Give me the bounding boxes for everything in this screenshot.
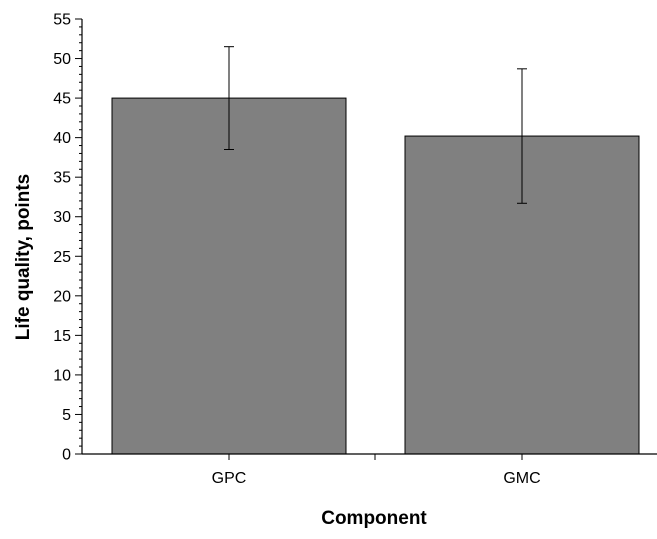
y-tick-label: 50 bbox=[53, 51, 71, 68]
tick-labels-group: GPC GMC 0 5 10 15 20 25 30 35 40 45 50 55 bbox=[53, 12, 540, 488]
y-tick-label: 20 bbox=[53, 288, 71, 305]
error-bar-gpc bbox=[224, 46, 234, 150]
error-bar-gmc bbox=[517, 68, 527, 204]
error-bars-group bbox=[224, 46, 527, 204]
y-tick-label: 5 bbox=[62, 407, 71, 424]
y-tick-label: 45 bbox=[53, 91, 71, 108]
bars-group bbox=[111, 97, 640, 455]
y-tick-label: 40 bbox=[53, 130, 71, 147]
y-tick-label: 25 bbox=[53, 249, 71, 266]
y-tick-label: 35 bbox=[53, 170, 71, 187]
x-axis-label: Component bbox=[321, 508, 427, 529]
bar-gpc bbox=[111, 97, 347, 455]
y-tick-label: 15 bbox=[53, 328, 71, 345]
y-tick-label: 0 bbox=[62, 447, 71, 464]
y-tick-label: 55 bbox=[53, 12, 71, 29]
x-tick-label-gmc: GMC bbox=[503, 470, 540, 487]
axes-group bbox=[75, 18, 657, 460]
y-axis-label: Life quality, points bbox=[13, 174, 34, 340]
y-tick-label: 10 bbox=[53, 367, 71, 384]
y-tick-label: 30 bbox=[53, 209, 71, 226]
x-tick-label-gpc: GPC bbox=[212, 470, 247, 487]
